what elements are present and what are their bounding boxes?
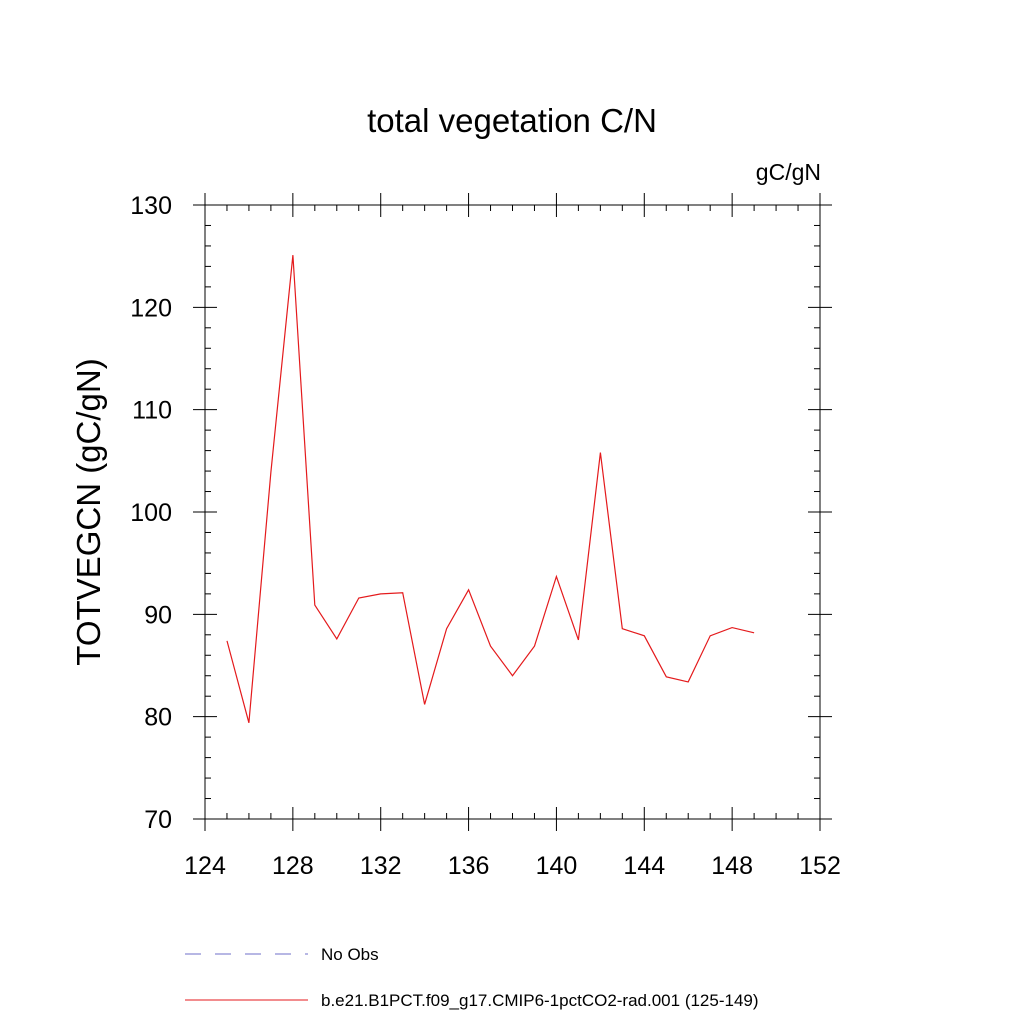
axes: 124 128 132 136 140 144 148 152 70 80 90 100 110 120 1… (130, 192, 841, 880)
y-tick-label: 80 (144, 704, 172, 732)
x-tick-label: 136 (448, 852, 490, 880)
y-tick-label: 90 (144, 601, 172, 629)
plot-frame (204, 204, 821, 820)
y-tick-label: 70 (144, 806, 172, 834)
y-axis-label: TOTVEGCN (gC/gN) (70, 358, 107, 665)
chart-title: total vegetation C/N (367, 102, 657, 139)
legend: No Obs b.e21.B1PCT.f09_g17.CMIP6-1pctCO2… (185, 945, 759, 1010)
y-tick-label: 100 (130, 499, 172, 527)
x-tick-label: 152 (799, 852, 841, 880)
y-tick-label: 110 (132, 397, 172, 425)
x-tick-label: 144 (623, 852, 665, 880)
units-label: gC/gN (756, 159, 821, 185)
legend-label-no-obs: No Obs (321, 945, 379, 964)
series-layer (226, 255, 755, 723)
x-tick-label: 140 (536, 852, 578, 880)
x-tick-label: 128 (272, 852, 314, 880)
series-line-0 (226, 255, 755, 723)
x-tick-label: 148 (711, 852, 753, 880)
y-tick-label: 120 (130, 294, 172, 322)
y-tick-label: 130 (130, 192, 172, 220)
x-tick-label: 132 (360, 852, 402, 880)
legend-label-model-run: b.e21.B1PCT.f09_g17.CMIP6-1pctCO2-rad.00… (321, 991, 759, 1010)
x-tick-label: 124 (184, 852, 226, 880)
